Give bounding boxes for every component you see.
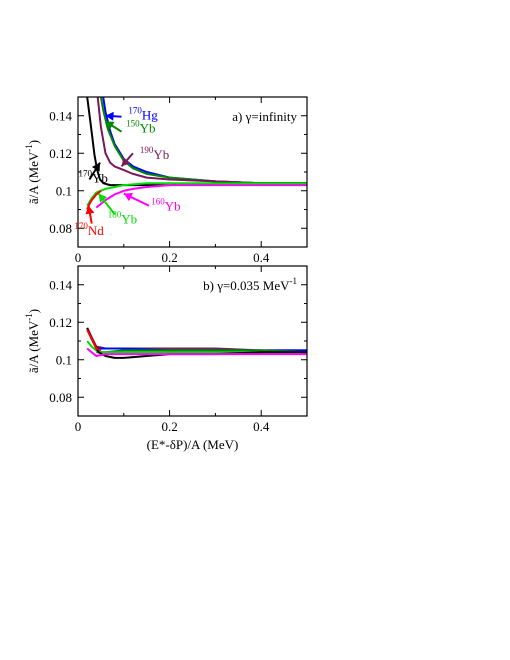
panel-title-a: a) γ=infinity xyxy=(232,109,297,124)
y-tick-label: 0.1 xyxy=(56,183,72,198)
annotation-element: Yb xyxy=(121,212,137,227)
annotation-a-4: 170Yb xyxy=(78,162,108,185)
y-axis-title-sup: -1 xyxy=(24,313,34,321)
annotation-a-3: 190Yb xyxy=(120,145,169,168)
annotation-arrow-head xyxy=(98,193,108,203)
annotation-a-7: 170Nd xyxy=(74,205,104,238)
y-axis-title-tail: ) xyxy=(26,309,41,313)
panel-title-symbol: γ xyxy=(245,109,252,124)
annotation-element: Hg xyxy=(142,108,158,123)
annotation-arrow-head xyxy=(85,205,95,215)
series-group-b xyxy=(86,327,307,359)
y-tick-label: 0.08 xyxy=(49,390,72,405)
panel-title-symbol: γ xyxy=(216,278,223,293)
annotation-a-1: 170Hg xyxy=(105,106,158,123)
panel-title-sup: -1 xyxy=(290,276,298,286)
annotation-arrow-head xyxy=(91,162,100,172)
annotation-a-6: 180Yb xyxy=(97,192,137,227)
y-axis-title: ã/A (MeV-1) xyxy=(24,309,41,373)
y-axis-title-main: ã/A (MeV xyxy=(26,320,41,373)
annotation-mass-number: 150 xyxy=(126,119,140,129)
panel-title-rest: =0.035 MeV xyxy=(223,278,290,293)
panel-title-label: b) xyxy=(203,278,217,293)
panel-title-b: b) γ=0.035 MeV-1 xyxy=(203,276,297,293)
annotation-element: Nd xyxy=(88,223,104,238)
series-line-b-1 xyxy=(86,327,307,352)
annotation-mass-number: 170 xyxy=(74,221,88,231)
annotation-mass-number: 160 xyxy=(151,196,165,206)
annotation-mass-number: 170 xyxy=(128,106,142,116)
annotation-label: 180Yb xyxy=(108,210,137,227)
series-line-b-7 xyxy=(86,329,102,352)
x-tick-label: 0 xyxy=(75,250,82,265)
annotation-element: Yb xyxy=(140,121,156,136)
y-tick-label: 0.12 xyxy=(49,146,72,161)
y-axis-title-main: ã/A (MeV xyxy=(26,151,41,204)
y-tick-label: 0.1 xyxy=(56,352,72,367)
y-axis-title-tail: ) xyxy=(26,140,41,144)
y-axis-title: ã/A (MeV-1) xyxy=(24,140,41,204)
x-axis-title: (E*-δP)/A (MeV) xyxy=(147,437,239,452)
series-line-b-6 xyxy=(86,347,307,357)
annotation-label: 170Nd xyxy=(74,221,104,238)
x-tick-label: 0.4 xyxy=(253,250,270,265)
annotation-label: 160Yb xyxy=(151,196,180,213)
series-line-a-3 xyxy=(96,97,307,185)
annotation-arrow-head xyxy=(121,157,131,167)
x-tick-label: 0.4 xyxy=(253,419,270,434)
annotation-label: 170Hg xyxy=(128,106,158,123)
annotation-arrow-head xyxy=(123,193,133,202)
annotation-mass-number: 190 xyxy=(140,145,154,155)
x-tick-label: 0 xyxy=(75,419,82,434)
panel-b-inverse-level-density-gamma-0035: 0 0.2 0.40.080.10.120.14ã/A (MeV-1)b) γ=0.… xyxy=(24,265,308,452)
annotation-mass-number: 180 xyxy=(108,210,122,220)
annotation-mass-number: 170 xyxy=(78,168,92,178)
series-line-a-5 xyxy=(95,184,307,209)
panel-a-inverse-level-density-gamma-infinity: 0 0.2 0.4 0.08 0.1 0.12 0.14 ã/A (MeV-1) a) γ=in… xyxy=(24,96,308,265)
annotation-a-5: 160Yb xyxy=(123,192,181,213)
annotation-a-2: 150Yb xyxy=(104,119,155,136)
annotation-label: 150Yb xyxy=(126,119,155,136)
annotation-element: Yb xyxy=(165,198,181,213)
x-tick-label: 0.2 xyxy=(161,419,177,434)
y-tick-label: 0.14 xyxy=(49,277,72,292)
panel-title-label: a) xyxy=(232,109,245,124)
annotation-element: Yb xyxy=(153,147,169,162)
x-tick-label: 0.2 xyxy=(161,250,177,265)
y-tick-label: 0.08 xyxy=(49,221,72,236)
y-tick-label: 0.14 xyxy=(49,108,72,123)
annotation-label: 190Yb xyxy=(140,145,169,162)
annotation-element: Yb xyxy=(92,170,108,185)
series-group-a xyxy=(86,97,307,210)
y-tick-label: 0.12 xyxy=(49,315,72,330)
annotation-label: 170Yb xyxy=(78,168,107,185)
annotation-arrow-head xyxy=(105,121,115,130)
panel-title-rest: =infinity xyxy=(251,109,297,124)
y-axis-title-sup: -1 xyxy=(24,144,34,152)
series-line-a-6 xyxy=(86,182,307,207)
annotation-arrow-head xyxy=(105,111,114,121)
